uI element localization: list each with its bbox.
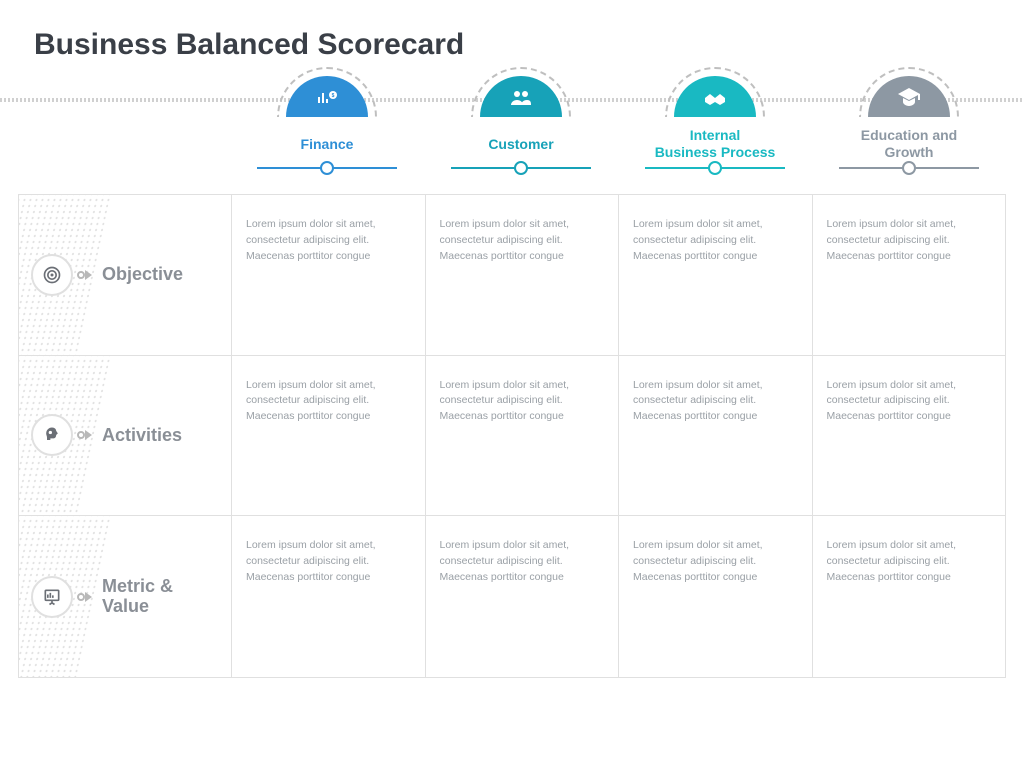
col-head-edu: Education and Growth [812, 72, 1006, 169]
column-headers: $ Finance Customer [230, 72, 1006, 169]
col-head-customer: Customer [424, 72, 618, 169]
cell-activities-customer: Lorem ipsum dolor sit amet, consectetur … [425, 356, 619, 517]
cell-metric-customer: Lorem ipsum dolor sit amet, consectetur … [425, 516, 619, 677]
cell-objective-internal: Lorem ipsum dolor sit amet, consectetur … [618, 195, 812, 356]
cell-metric-finance: Lorem ipsum dolor sit amet, consectetur … [231, 516, 425, 677]
graduation-icon [897, 78, 921, 115]
people-icon [509, 78, 533, 115]
col-label-internal: Internal Business Process [649, 127, 782, 161]
col-label-edu: Education and Growth [855, 127, 963, 161]
col-underline-finance [257, 167, 397, 169]
scorecard-matrix: Objective Lorem ipsum dolor sit amet, co… [18, 194, 1006, 678]
handshake-icon [703, 78, 727, 115]
head-gear-icon [31, 414, 73, 456]
cell-objective-finance: Lorem ipsum dolor sit amet, consectetur … [231, 195, 425, 356]
cell-activities-internal: Lorem ipsum dolor sit amet, consectetur … [618, 356, 812, 517]
row-head-objective: Objective [19, 195, 231, 356]
col-underline-edu [839, 167, 979, 169]
cell-activities-finance: Lorem ipsum dolor sit amet, consectetur … [231, 356, 425, 517]
presentation-icon [31, 576, 73, 618]
row-head-activities: Activities [19, 356, 231, 517]
row-label-objective: Objective [102, 265, 183, 285]
cell-objective-customer: Lorem ipsum dolor sit amet, consectetur … [425, 195, 619, 356]
col-head-finance: $ Finance [230, 72, 424, 169]
svg-text:$: $ [332, 93, 335, 99]
col-label-customer: Customer [482, 127, 559, 161]
chart-coin-icon: $ [315, 78, 339, 115]
row-label-activities: Activities [102, 426, 182, 446]
target-icon [31, 254, 73, 296]
row-head-metric: Metric & Value [19, 516, 231, 677]
col-label-finance: Finance [295, 127, 360, 161]
page-title: Business Balanced Scorecard [0, 28, 1024, 62]
row-label-metric: Metric & Value [102, 577, 173, 617]
cell-activities-edu: Lorem ipsum dolor sit amet, consectetur … [812, 356, 1006, 517]
col-underline-internal [645, 167, 785, 169]
col-head-internal: Internal Business Process [618, 72, 812, 169]
cell-metric-edu: Lorem ipsum dolor sit amet, consectetur … [812, 516, 1006, 677]
cell-metric-internal: Lorem ipsum dolor sit amet, consectetur … [618, 516, 812, 677]
col-underline-customer [451, 167, 591, 169]
cell-objective-edu: Lorem ipsum dolor sit amet, consectetur … [812, 195, 1006, 356]
